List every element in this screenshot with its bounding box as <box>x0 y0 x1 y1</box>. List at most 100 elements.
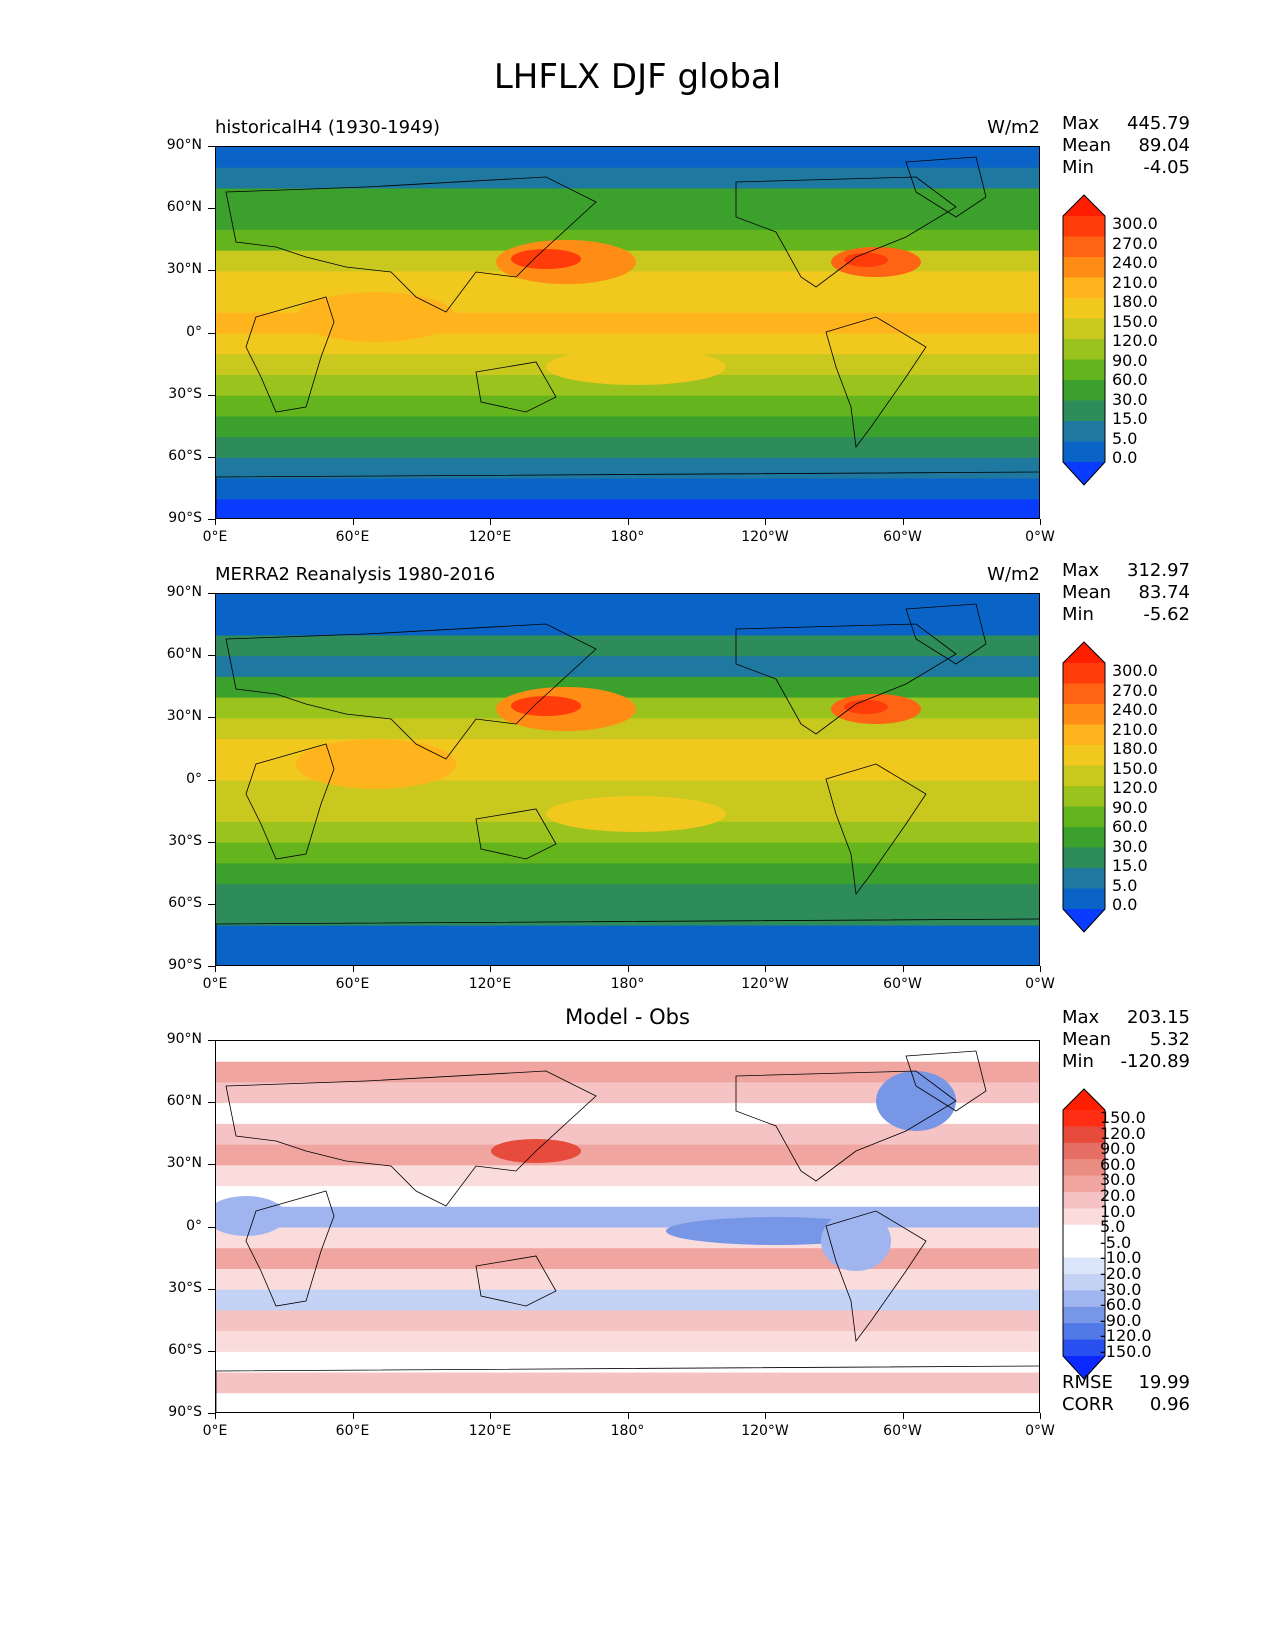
gulfstream-core <box>844 253 888 267</box>
coastline <box>735 176 957 288</box>
field-band <box>216 594 1039 616</box>
stat-value: -5.62 <box>1143 604 1190 625</box>
latitude-tick <box>208 332 215 334</box>
longitude-tick-label: 60°E <box>335 976 370 992</box>
latitude-tick <box>208 1040 215 1041</box>
longitude-tick <box>627 519 629 525</box>
field-band <box>216 946 1039 965</box>
longitude-tick-label: 120°E <box>468 529 512 545</box>
colorbar-tick-label: 10.0 <box>1100 1201 1136 1221</box>
field-band <box>216 821 1039 844</box>
field-band <box>216 271 1039 294</box>
field-band <box>216 1186 1039 1208</box>
colorbar-segment <box>1063 1159 1105 1177</box>
longitude-tick <box>352 1413 354 1419</box>
latitude-tick <box>208 717 215 718</box>
field-band <box>216 188 1039 211</box>
south-pacific-warm <box>546 796 726 832</box>
longitude-tick <box>352 519 354 525</box>
stat-label: Mean <box>1062 135 1112 156</box>
latitude-tick <box>208 146 215 147</box>
colorbar-segment <box>1063 1290 1105 1308</box>
colorbar-tick-label: 180.0 <box>1112 292 1158 311</box>
latitude-tick-label: 30°S <box>168 833 202 849</box>
colorbar <box>1062 641 1106 933</box>
coastline <box>825 316 927 449</box>
coastline <box>905 603 987 665</box>
units-label: W/m2 <box>987 117 1040 138</box>
latitude-tick <box>208 395 215 396</box>
colorbar-tick-label: 180.0 <box>1112 739 1158 758</box>
colorbar-tick-label: 15.0 <box>1112 409 1148 428</box>
latitude-tick <box>208 457 215 458</box>
latitude-tick-label: 30°S <box>168 1280 202 1296</box>
colorbar-tick-label: 5.0 <box>1112 875 1138 895</box>
field-band <box>216 416 1039 439</box>
longitude-tick-label: 120°W <box>741 976 789 992</box>
coastline <box>216 1365 1039 1412</box>
longitude-tick <box>490 519 491 525</box>
colorbar-tick-label: 120.0 <box>1112 778 1158 797</box>
colorbar-tick-label: 0.0 <box>1112 448 1138 467</box>
field-band <box>216 437 1039 459</box>
colorbar-tick-label: 270.0 <box>1112 233 1158 253</box>
stat-row: Min -120.89 <box>1062 1051 1190 1073</box>
longitude-tick-label: 0°E <box>202 976 228 992</box>
latitude-tick <box>208 842 215 843</box>
colorbar-segment <box>1063 663 1105 684</box>
stat-value: -120.89 <box>1120 1051 1190 1072</box>
latitude-tick <box>208 1289 215 1290</box>
coastline <box>225 1070 597 1207</box>
longitude-tick <box>765 966 766 972</box>
stat-label: Min <box>1062 1051 1094 1072</box>
colorbar-segment <box>1063 1175 1105 1193</box>
latitude-tick-label: 60°N <box>166 199 202 215</box>
longitude-tick <box>902 966 904 972</box>
field-band <box>216 676 1039 699</box>
longitude-tick-label: 60°W <box>883 976 922 992</box>
latitude-tick <box>208 1351 215 1352</box>
field-band <box>216 656 1039 678</box>
colorbar-segment <box>1063 1142 1105 1160</box>
map-plot <box>215 593 1040 966</box>
longitude-tick-label: 120°W <box>741 529 789 545</box>
stat-label: Mean <box>1062 582 1112 603</box>
colorbar-min-extension <box>1063 462 1105 485</box>
stat-row: Min -5.62 <box>1062 604 1190 626</box>
latitude-tick <box>208 1102 215 1103</box>
coastline <box>735 623 957 735</box>
latitude-tick <box>208 904 215 905</box>
colorbar-segment <box>1063 765 1105 787</box>
stat-label: Max <box>1062 560 1100 581</box>
longitude-tick-label: 120°E <box>468 1423 512 1439</box>
field-band <box>216 1351 1039 1374</box>
colorbar-tick-label: 30.0 <box>1112 836 1148 856</box>
colorbar-tick-label: 300.0 <box>1112 661 1158 680</box>
coastline <box>225 623 597 760</box>
coastline <box>825 1210 927 1343</box>
colorbar-segment <box>1063 868 1105 889</box>
latitude-tick-label: 0° <box>186 1217 202 1234</box>
latitude-tick-label: 60°S <box>168 448 202 464</box>
coastline <box>216 918 1039 965</box>
colorbar-max-extension <box>1063 642 1105 663</box>
longitude-tick-label: 60°W <box>883 1423 922 1439</box>
colorbar-tick-label: 300.0 <box>1112 214 1158 233</box>
field-band <box>216 1248 1039 1270</box>
colorbar-tick-label: 60.0 <box>1112 817 1148 836</box>
negative-anomaly <box>821 1211 891 1271</box>
latitude-tick <box>208 208 215 209</box>
longitude-tick <box>1040 966 1041 972</box>
colorbar-max-extension <box>1063 1089 1105 1110</box>
colorbar-outline <box>1062 1088 1106 1380</box>
longitude-tick <box>627 966 629 972</box>
colorbar-segment <box>1063 277 1105 299</box>
colorbar-segment <box>1063 1274 1105 1291</box>
latitude-tick-label: 30°N <box>166 708 202 724</box>
longitude-tick-label: 180° <box>610 1423 645 1439</box>
field-band <box>216 1331 1039 1353</box>
colorbar-min-extension <box>1063 909 1105 932</box>
colorbar-tick-label: -60.0 <box>1100 1295 1142 1315</box>
field-band <box>216 1165 1039 1188</box>
stats-block: Max 312.97 Mean 83.74 Min -5.62 <box>1062 560 1190 626</box>
